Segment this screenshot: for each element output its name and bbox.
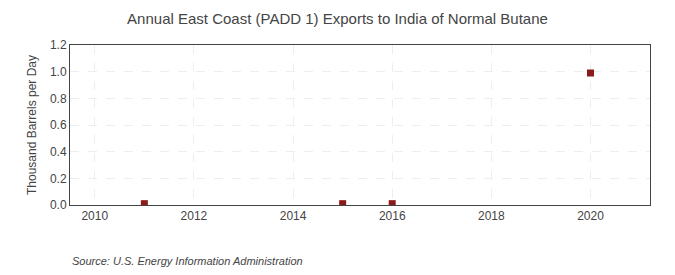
svg-text:2010: 2010 — [81, 209, 108, 223]
svg-text:0.8: 0.8 — [50, 92, 67, 106]
svg-text:0.4: 0.4 — [50, 145, 67, 159]
svg-text:1.0: 1.0 — [50, 65, 67, 79]
svg-text:Annual East Coast (PADD 1) Exp: Annual East Coast (PADD 1) Exports to In… — [127, 10, 548, 27]
svg-text:2014: 2014 — [280, 209, 307, 223]
svg-text:0.2: 0.2 — [50, 172, 67, 186]
svg-text:2012: 2012 — [181, 209, 208, 223]
svg-text:0.0: 0.0 — [50, 198, 67, 212]
svg-text:2018: 2018 — [478, 209, 505, 223]
svg-text:2016: 2016 — [379, 209, 406, 223]
svg-text:Thousand Barrels per Day: Thousand Barrels per Day — [25, 55, 39, 195]
svg-text:1.2: 1.2 — [50, 38, 67, 52]
svg-text:Source: U.S. Energy Informatio: Source: U.S. Energy Information Administ… — [72, 255, 303, 267]
svg-text:2020: 2020 — [577, 209, 604, 223]
svg-text:0.6: 0.6 — [50, 118, 67, 132]
